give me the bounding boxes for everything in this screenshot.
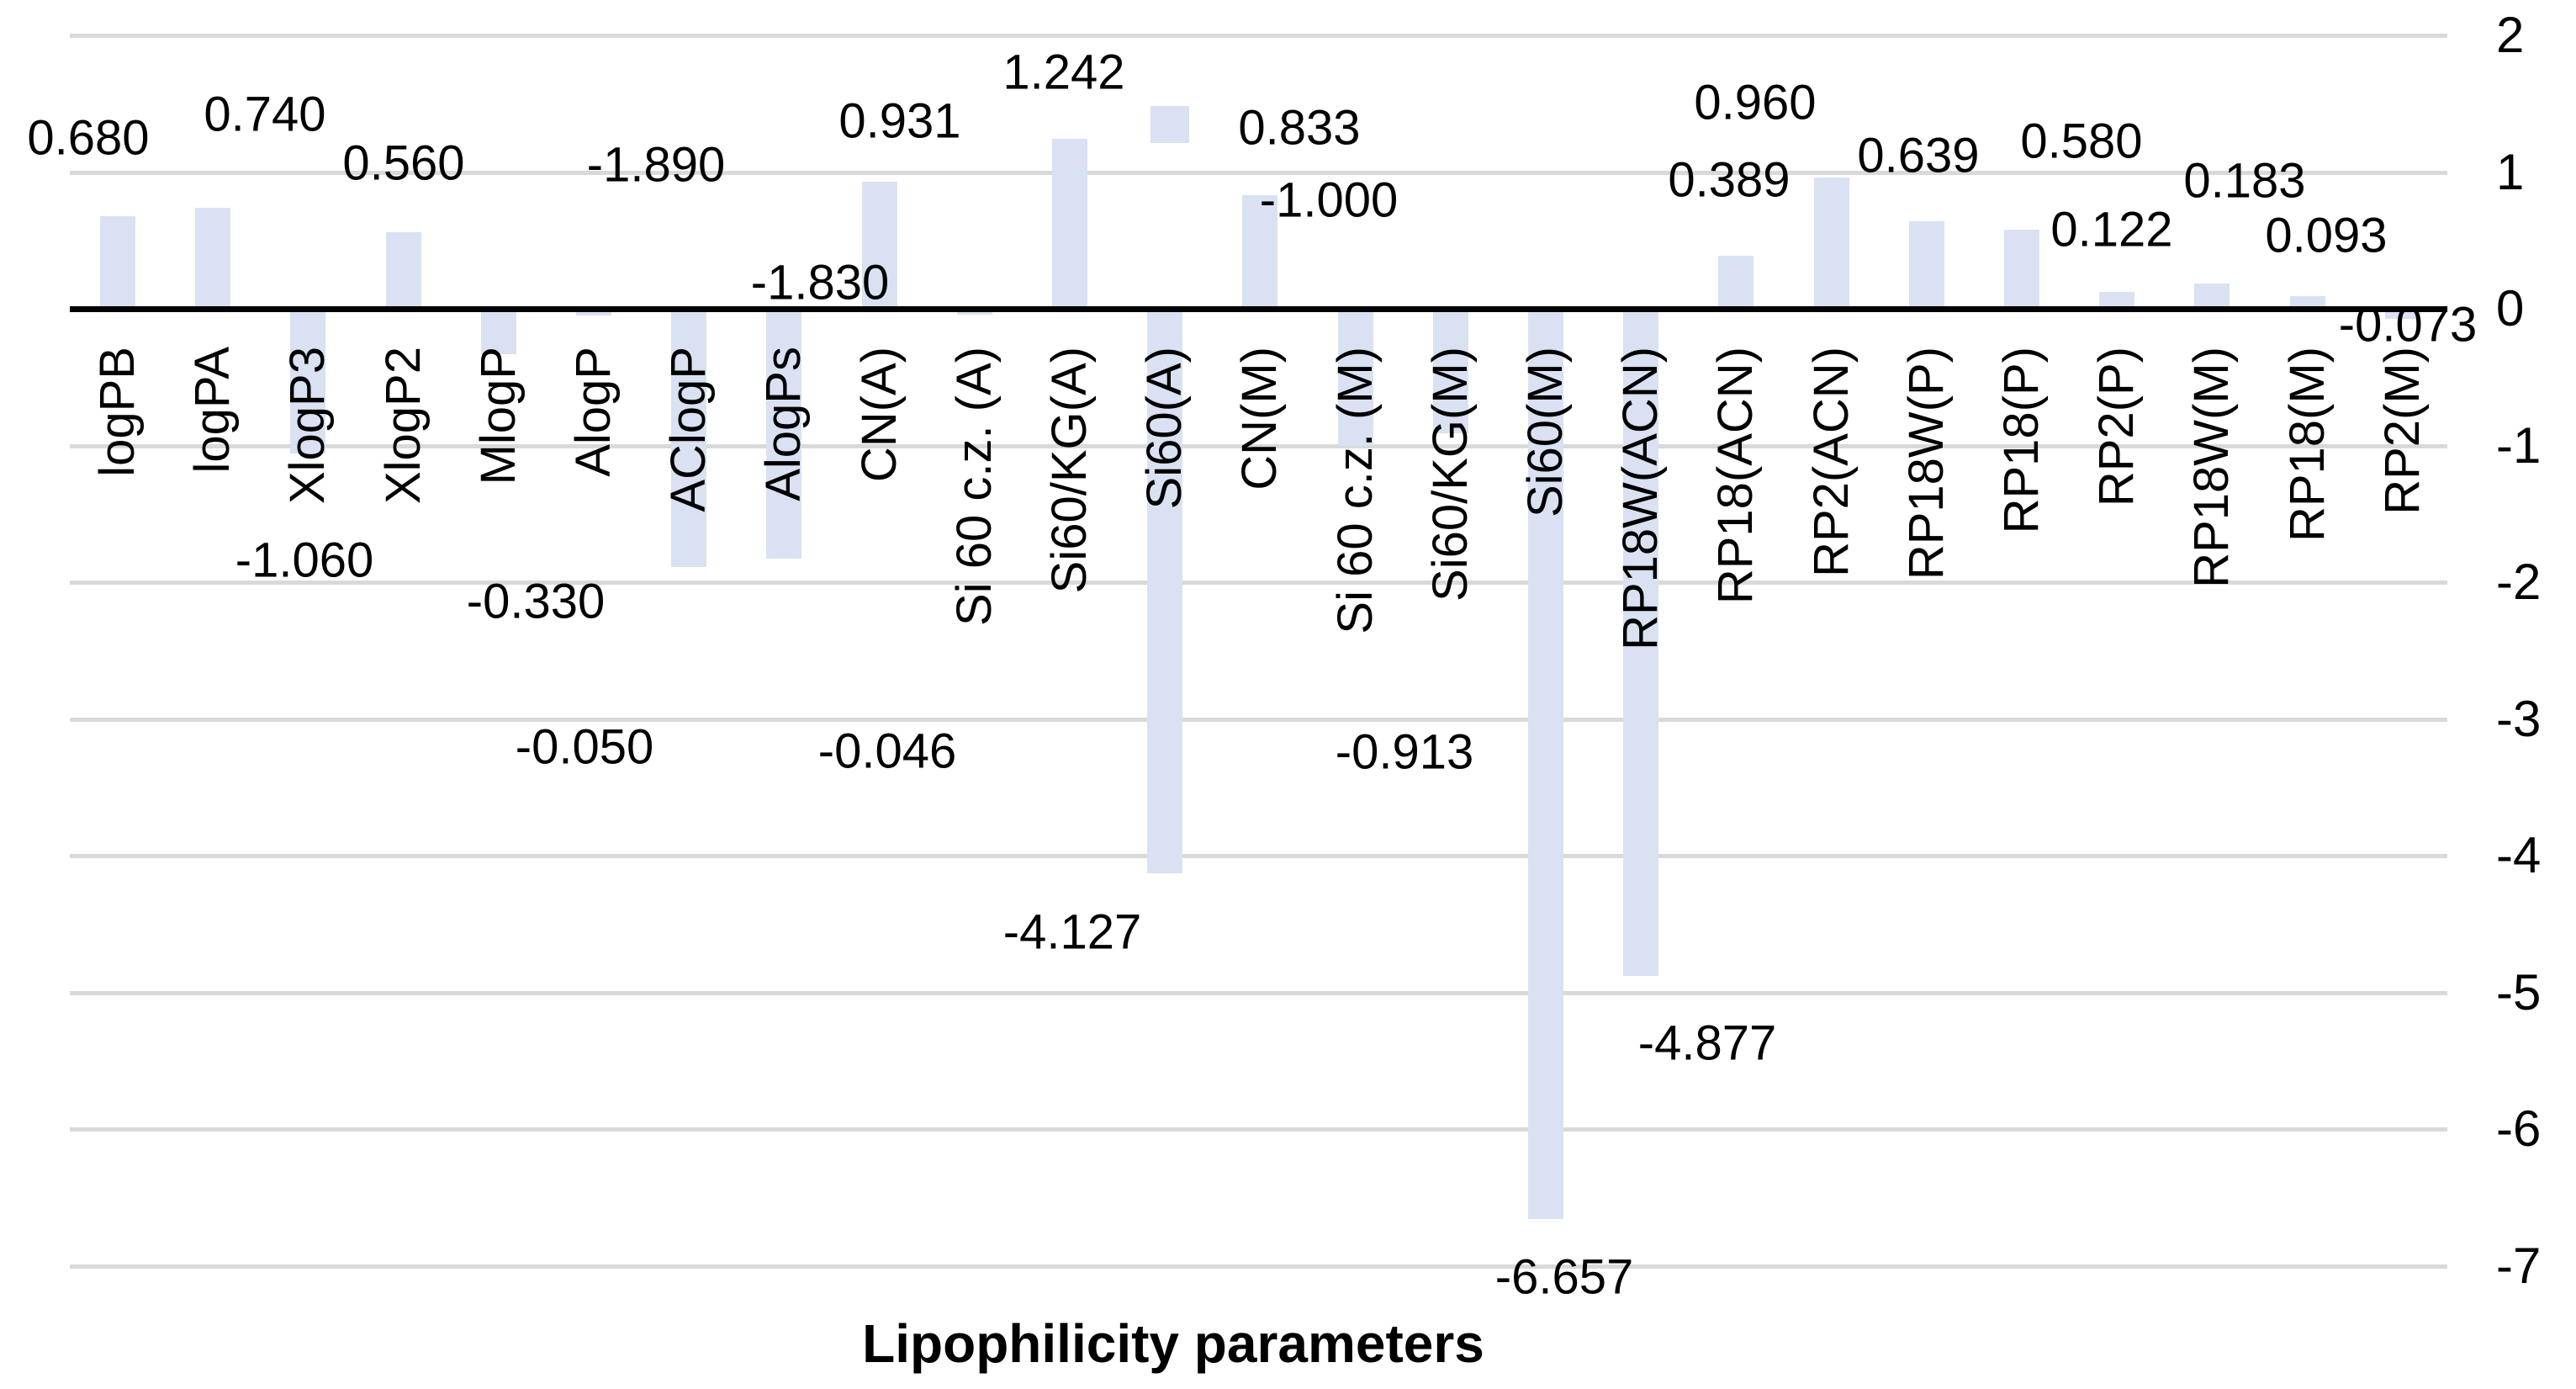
bar-rp18w-p: [1908, 221, 1944, 309]
data-label-alogps: -1.830: [750, 255, 890, 310]
y-axis-tick--3: -3: [2496, 690, 2542, 747]
data-label-si60-m: -6.657: [1494, 1249, 1634, 1305]
x-axis-title: Lipophilicity parameters: [862, 1313, 1484, 1374]
gridline-y2: [70, 34, 2447, 38]
data-label-rp18-acn: 0.389: [1668, 152, 1791, 208]
gridline-y-3: [70, 717, 2447, 722]
bar-xlogp2: [385, 232, 421, 309]
data-label-si60-kg-a: 1.242: [1002, 45, 1125, 100]
data-label-rp18w-p: 0.639: [1857, 128, 1980, 183]
data-label-si60-a: -4.127: [1002, 904, 1142, 960]
category-label-alogps: AlogPs: [756, 347, 812, 501]
category-label-rp18-m: RP18(M): [2279, 347, 2335, 543]
data-label-rp2-m: -0.073: [2338, 297, 2478, 353]
category-label-cn-m: CN(M): [1232, 347, 1288, 490]
bar-si60-a: [1147, 309, 1183, 873]
data-label-logpb: 0.680: [27, 110, 150, 166]
y-axis-tick--4: -4: [2496, 827, 2542, 883]
gridline-y-7: [70, 1264, 2447, 1269]
gridline-y-2: [70, 581, 2447, 585]
category-label-xlogp2: XlogP2: [375, 347, 431, 505]
bar-rp18w-acn: [1623, 309, 1659, 976]
data-label-si-60-c-z-m: -1.000: [1259, 172, 1399, 228]
bar-rp18-m: [2289, 295, 2325, 309]
data-label-rp18-p: 0.580: [2020, 114, 2143, 169]
y-axis-tick--5: -5: [2496, 963, 2542, 1021]
data-label-logpa: 0.740: [204, 87, 326, 142]
data-label-si-60-c-z-a: -0.046: [817, 724, 957, 779]
bar-alogp: [576, 309, 611, 316]
bar-cn-a: [861, 181, 897, 309]
gridline-y-4: [70, 854, 2447, 858]
bar-xlogp3: [290, 309, 326, 454]
gridline-y1: [70, 170, 2447, 175]
category-label-rp2-m: RP2(M): [2374, 347, 2430, 515]
y-axis-tick-0: 0: [2496, 280, 2525, 337]
bar-alogps: [766, 309, 802, 559]
data-label-aclogp: -1.890: [586, 137, 726, 193]
bar-logpa: [195, 207, 231, 309]
y-axis-tick--2: -2: [2496, 554, 2542, 610]
category-label-rp2-p: RP2(P): [2089, 347, 2145, 507]
bar-si60-kg-a: [1052, 139, 1087, 309]
bar-rp18-acn: [1718, 255, 1754, 309]
bar-logpb: [100, 215, 135, 309]
category-label-si60-a: Si60(A): [1137, 347, 1193, 510]
data-label-rp18-m: 0.093: [2265, 208, 2388, 263]
data-label-mlogp: -0.330: [466, 574, 606, 629]
bar-rp2-p: [2099, 292, 2135, 309]
data-label-xlogp3: -1.060: [235, 533, 374, 588]
bar-mlogp: [480, 309, 516, 354]
bar-rp18-p: [2004, 229, 2039, 309]
floating-square-artifact: [1150, 106, 1189, 143]
data-label-xlogp2: 0.560: [342, 135, 465, 191]
y-axis-tick--6: -6: [2496, 1100, 2542, 1157]
bar-rp2-acn: [1813, 178, 1849, 309]
gridline-y-6: [70, 1127, 2447, 1132]
category-label-si60-m: Si60(M): [1518, 347, 1573, 518]
category-label-rp18w-m: RP18W(M): [2184, 347, 2240, 588]
bar-si60-kg-m: [1432, 309, 1468, 434]
category-label-rp2-acn: RP2(ACN): [1803, 347, 1859, 577]
data-label-rp2-acn: 0.960: [1694, 75, 1817, 130]
bar-si-60-c-z-m: [1337, 309, 1373, 446]
category-label-si60-kg-a: Si60/KG(A): [1042, 347, 1097, 594]
category-label-rp18w-p: RP18W(P): [1898, 347, 1954, 581]
data-label-rp18w-acn: -4.877: [1637, 1015, 1777, 1071]
y-axis-tick--7: -7: [2496, 1237, 2542, 1294]
data-label-alogp: -0.050: [515, 719, 654, 775]
y-axis-tick-1: 1: [2496, 143, 2525, 200]
bar-aclogp: [671, 309, 707, 568]
data-label-cn-m: 0.833: [1238, 100, 1361, 156]
zero-axis-line: [70, 306, 2447, 312]
bar-rp2-m: [2384, 309, 2420, 319]
bar-cn-m: [1242, 194, 1278, 309]
data-label-si60-kg-m: -0.913: [1335, 724, 1474, 780]
category-label-rp18-p: RP18(P): [1994, 347, 2049, 534]
category-label-aclogp: AClogP: [661, 347, 717, 512]
category-label-rp18w-acn: RP18W(ACN): [1613, 347, 1669, 650]
bar-si60-m: [1528, 309, 1563, 1219]
y-axis-tick--1: -1: [2496, 416, 2542, 474]
gridline-y-1: [70, 443, 2447, 448]
category-label-logpa: logPA: [185, 347, 241, 474]
data-label-cn-a: 0.931: [838, 93, 961, 149]
y-axis-tick-2: 2: [2496, 7, 2525, 63]
data-label-rp2-p: 0.122: [2050, 202, 2173, 257]
data-label-rp18w-m: 0.183: [2183, 153, 2306, 209]
gridline-y-5: [70, 990, 2447, 995]
bar-rp18w-m: [2194, 284, 2230, 309]
category-label-logpb: logPB: [90, 347, 145, 477]
category-label-rp18-acn: RP18(ACN): [1708, 347, 1764, 605]
